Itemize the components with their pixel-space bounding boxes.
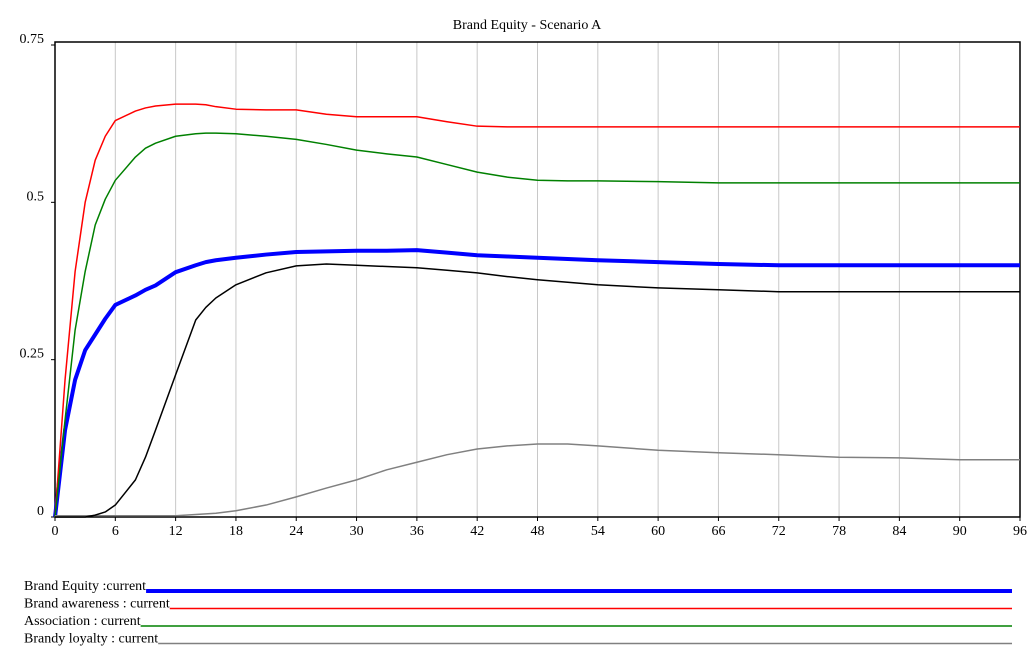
chart-title: Brand Equity - Scenario A (453, 18, 602, 33)
x-tick-label: 90 (953, 524, 967, 539)
x-tick-label: 30 (350, 524, 364, 539)
series-line (54, 103, 1020, 518)
x-tick-label: 66 (711, 524, 725, 539)
legend-label: Brandy loyalty : current (24, 632, 158, 647)
x-tick-label: 84 (892, 524, 906, 539)
y-tick-label: 0.5 (27, 189, 45, 204)
y-tick-label: 0.75 (20, 32, 45, 47)
x-tick-label: 24 (289, 524, 303, 539)
series-line (55, 263, 1020, 518)
y-tick-label: 0 (37, 504, 44, 519)
series-line (54, 132, 1020, 518)
x-tick-label: 6 (112, 524, 119, 539)
x-tick-label: 0 (52, 524, 59, 539)
y-tick-label: 0.25 (20, 347, 45, 362)
series-line (55, 443, 1020, 517)
plot-frame (54, 41, 1021, 518)
x-tick-label: 54 (591, 524, 605, 539)
x-tick-label: 48 (531, 524, 545, 539)
x-tick-label: 36 (410, 524, 424, 539)
x-tick-label: 96 (1013, 524, 1027, 539)
x-tick-label: 18 (229, 524, 243, 539)
x-tick-label: 12 (169, 524, 183, 539)
x-tick-label: 60 (651, 524, 665, 539)
series-line (53, 248, 1020, 518)
legend-label: Brand Equity :current (24, 579, 146, 594)
legend-label: Brand awareness : current (24, 597, 170, 612)
x-tick-label: 78 (832, 524, 846, 539)
x-tick-label: 42 (470, 524, 484, 539)
legend-label: Association : current (24, 614, 141, 629)
x-tick-label: 72 (772, 524, 786, 539)
